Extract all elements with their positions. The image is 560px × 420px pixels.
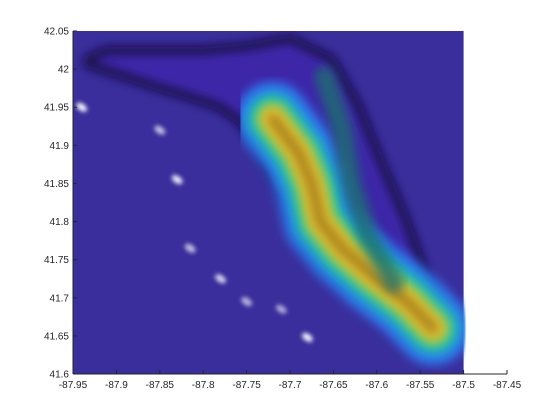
x-tick-label: -87.7 [279,380,302,391]
x-tick-label: -87.5 [452,380,475,391]
y-tick-label: 42 [58,65,70,76]
x-tick-label: -87.9 [105,380,128,391]
y-tick-label: 41.75 [44,255,69,266]
y-tick-label: 41.7 [50,293,70,304]
x-tick-label: -87.75 [232,380,261,391]
y-tick-label: 41.95 [44,103,69,114]
x-tick-label: -87.95 [59,380,88,391]
x-tick-label: -87.85 [146,380,175,391]
x-tick-label: -87.65 [319,380,348,391]
y-tick-label: 41.65 [44,331,69,342]
x-tick-label: -87.8 [192,380,215,391]
y-tick-label: 41.9 [50,141,70,152]
y-tick-label: 41.85 [44,179,69,190]
x-tick-label: -87.6 [365,380,388,391]
x-tick-label: -87.55 [406,380,435,391]
y-tick-label: 42.05 [44,27,69,38]
x-tick-label: -87.45 [493,380,522,391]
heatmap-layer [73,31,464,374]
y-tick-label: 41.8 [50,217,70,228]
y-tick-label: 41.6 [50,370,70,381]
